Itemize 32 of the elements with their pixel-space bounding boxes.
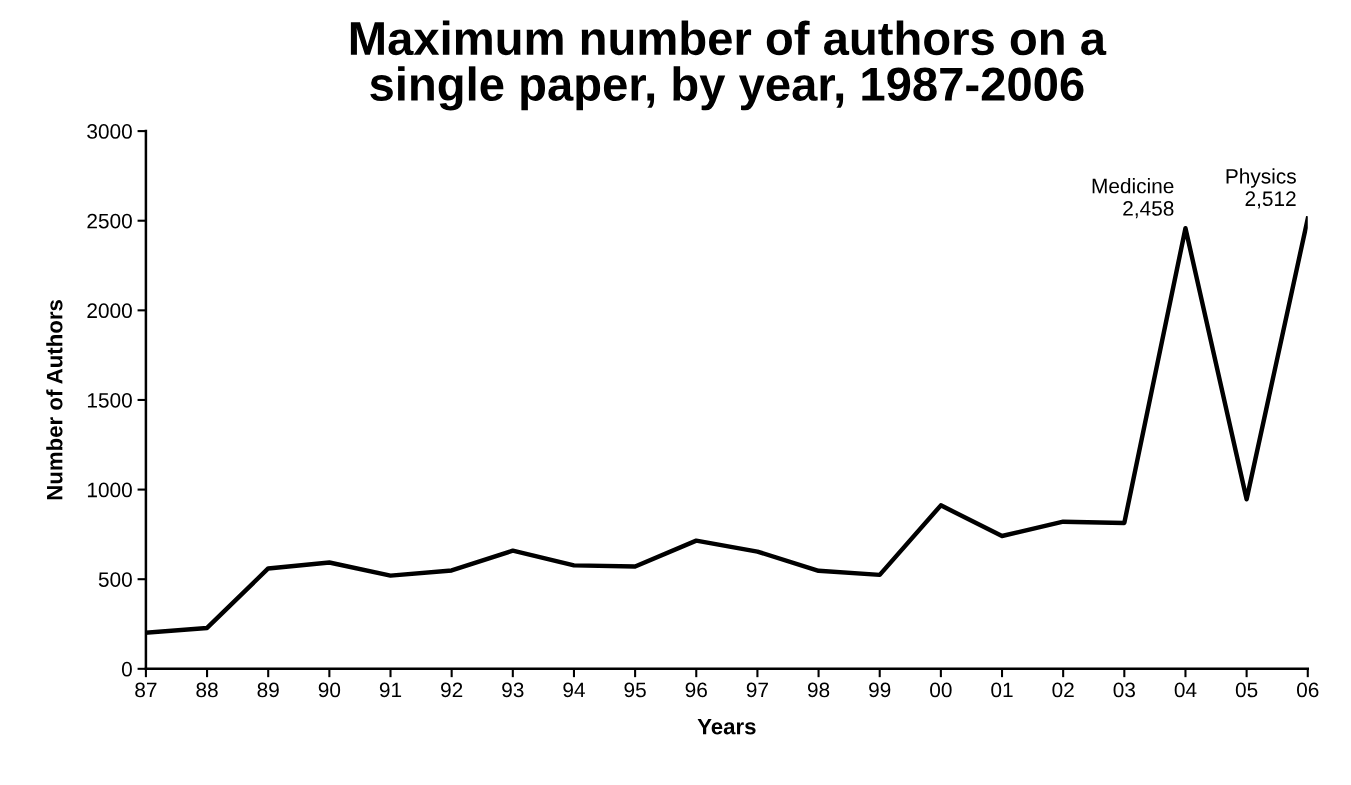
x-tick-label: 96 [685,682,707,698]
x-tick-label: 00 [930,682,952,698]
x-tick-label: 03 [1113,682,1135,698]
x-tick-label: 06 [1297,682,1319,698]
x-tick-label: 90 [318,682,341,698]
x-tick-label: 93 [502,682,524,698]
y-tick-label: 1500 [87,392,132,408]
annotation: Medicine 2,458 [1092,178,1174,219]
x-tick-label: 98 [807,682,830,698]
y-axis-title: Number of Authors [46,300,63,500]
y-tick-label: 2000 [87,303,132,319]
x-tick-label: 95 [624,682,646,698]
x-tick-label: 05 [1235,682,1258,698]
x-tick-label: 88 [196,682,218,698]
x-tick-label: 01 [991,682,1013,698]
x-tick-label: 89 [257,682,279,698]
x-tick-label: 91 [379,682,402,698]
x-tick-label: 02 [1052,682,1074,698]
y-tick-label: 3000 [87,124,132,139]
y-tick-label: 1000 [87,482,132,498]
x-tick-label: 97 [746,682,768,698]
annotation: Physics 2,512 [1226,168,1296,209]
x-axis-title: Years [697,718,756,735]
x-tick-label: 87 [135,682,157,698]
x-tick-label: 04 [1174,682,1197,698]
x-tick-label: 92 [441,682,463,698]
x-tick-label: 94 [563,682,585,698]
y-tick-label: 2500 [87,213,132,229]
chart-title: Maximum number of authors on a single paper, by year, 1987-2006 [350,20,1107,111]
x-tick-label: 99 [869,682,891,698]
y-tick-label: 500 [98,572,132,587]
y-tick-label: 0 [121,661,132,677]
